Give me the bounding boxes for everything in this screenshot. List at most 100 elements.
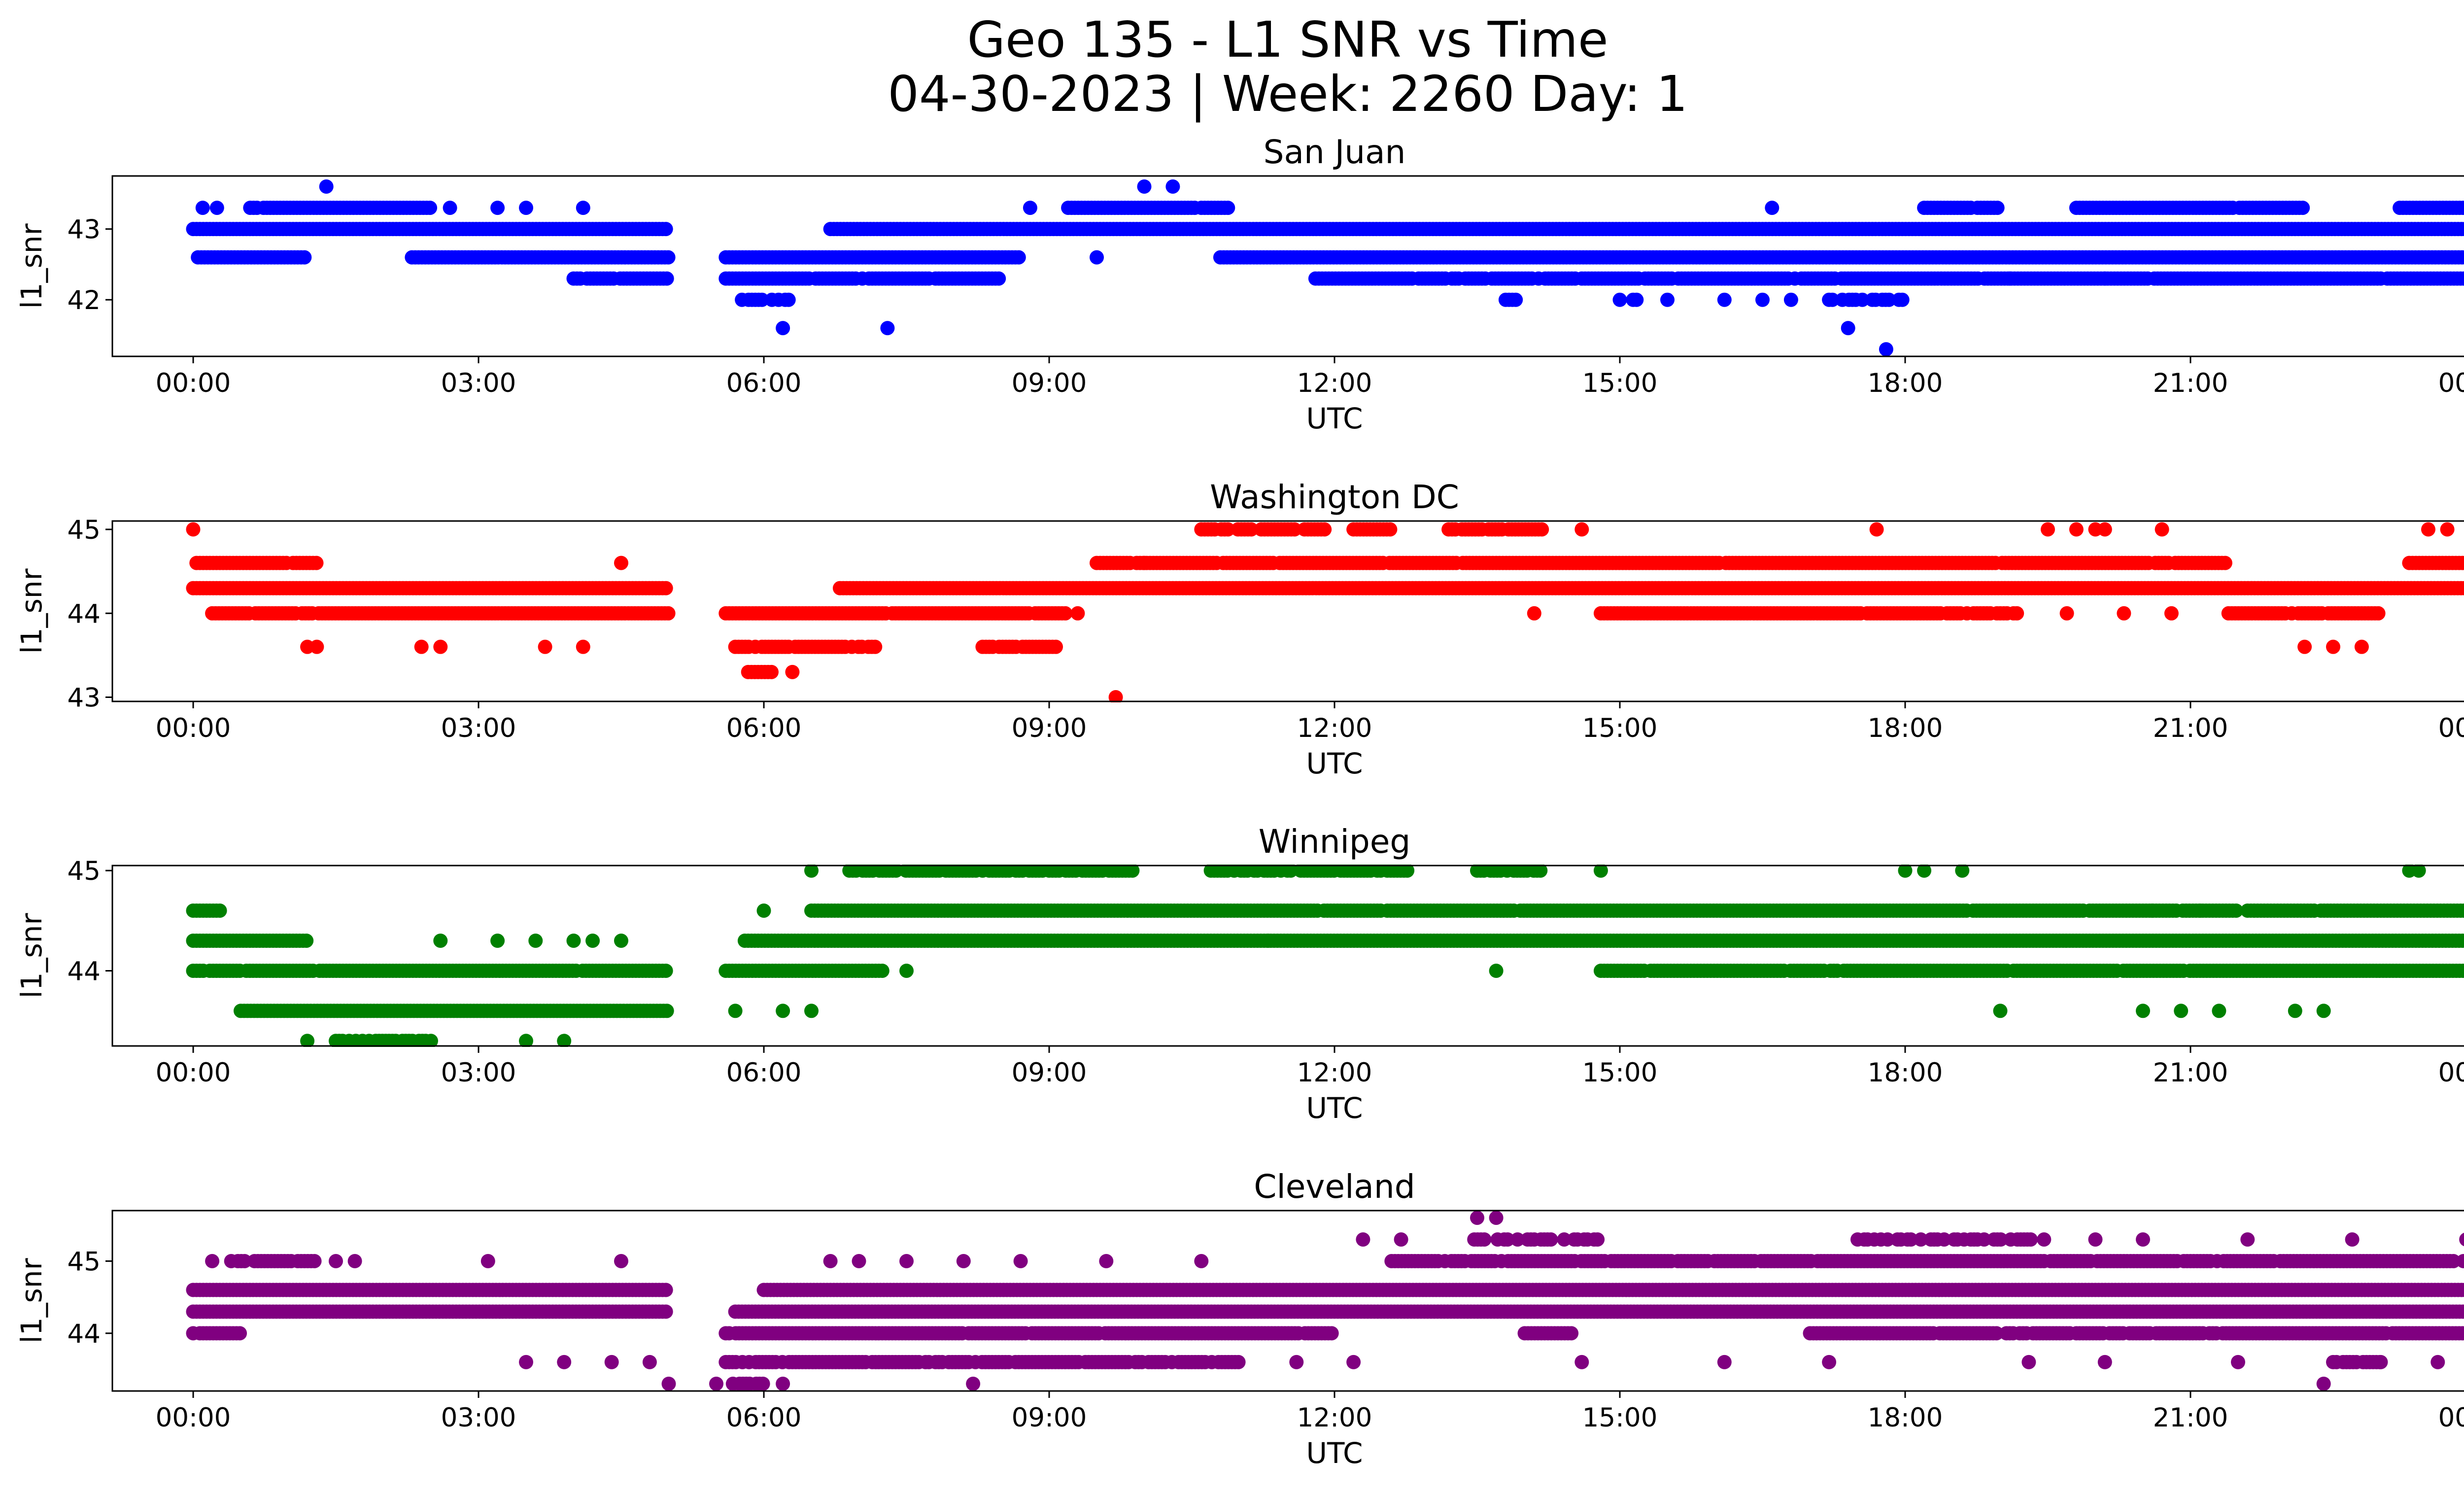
data-point (1855, 292, 1870, 307)
data-point (538, 639, 552, 654)
x-tick-label: 00:00 (156, 713, 231, 743)
chart-panel-1: 00:00 03:00 06:00 09:00 12:00 15:00 18:00 21:00… (15, 133, 2464, 435)
data-point (319, 179, 334, 194)
data-point (992, 271, 1006, 286)
x-tick-label: 03:00 (441, 368, 516, 398)
data-point (2462, 936, 2464, 946)
y-tick-label: 43 (68, 215, 101, 245)
data-point (1383, 522, 1398, 537)
data-point (1244, 522, 1259, 537)
data-point (2326, 639, 2340, 654)
data-point (2440, 522, 2455, 537)
x-tick-label: 03:00 (441, 713, 516, 743)
data-point (2097, 271, 2112, 286)
data-point (212, 904, 227, 918)
data-point (1533, 865, 1548, 878)
y-axis-label: l1_snr (15, 223, 48, 309)
data-point (2461, 223, 2464, 235)
data-point (309, 556, 324, 570)
figure-title-line-1: Geo 135 - L1 SNR vs Time (967, 11, 1608, 69)
data-point (785, 664, 800, 679)
data-point (1508, 292, 1523, 307)
data-point (2117, 606, 2131, 621)
data-point (1841, 321, 1855, 336)
data-point (2460, 272, 2464, 285)
data-point (2460, 904, 2464, 917)
data-point (661, 606, 676, 621)
data-point (1825, 292, 1840, 307)
data-point (2297, 639, 2312, 654)
data-point (1869, 522, 1884, 537)
data-point (661, 250, 676, 265)
chart-panel-3: 00:00 03:00 06:00 09:00 12:00 15:00 18:00 21:00… (15, 823, 2464, 1125)
data-point (1090, 250, 1104, 265)
data-point (1527, 606, 1541, 621)
data-point (309, 639, 324, 654)
y-tick-label: 42 (68, 285, 101, 315)
data-point (1612, 292, 1627, 307)
x-tick-label: 00:00 (2438, 368, 2464, 398)
data-point (1990, 201, 2005, 215)
x-tick-label: 12:00 (1297, 713, 1372, 743)
data-point (195, 201, 210, 215)
x-tick-label: 09:00 (1012, 368, 1087, 398)
data-point (209, 201, 224, 215)
data-point (1125, 865, 1140, 878)
data-point (2459, 934, 2464, 948)
data-point (658, 581, 673, 595)
data-point (490, 201, 505, 215)
data-point (1023, 201, 1037, 215)
x-tick-label: 18:00 (1868, 713, 1943, 743)
chart-panel-2: 00:00 03:00 06:00 09:00 12:00 15:00 18:00 21:00… (15, 478, 2464, 780)
data-point (1629, 292, 1644, 307)
data-point (2462, 252, 2464, 263)
data-point (1895, 292, 1910, 307)
data-point (186, 522, 201, 537)
data-point (2002, 271, 2017, 286)
data-point (2295, 201, 2310, 215)
data-point (1070, 606, 1085, 621)
data-point (1011, 250, 1026, 265)
x-tick-label: 06:00 (726, 368, 802, 398)
y-tick-label: 45 (68, 515, 101, 545)
panel-title: Washington DC (1210, 478, 1459, 516)
data-points (186, 865, 2464, 1047)
data-point (1765, 201, 1780, 215)
data-point (576, 639, 590, 654)
data-point (781, 292, 796, 307)
data-point (2218, 556, 2232, 570)
x-tick-label: 09:00 (1012, 713, 1087, 743)
figure-title-line-2: 04-30-2023 | Week: 2260 Day: 1 (888, 65, 1688, 123)
data-point (1400, 865, 1415, 878)
data-point (1882, 292, 1896, 307)
data-point (2041, 522, 2055, 537)
data-point (2421, 522, 2435, 537)
x-tick-label: 00:00 (156, 368, 231, 398)
data-point (1165, 179, 1180, 194)
y-tick-label: 43 (68, 683, 101, 713)
data-point (433, 639, 448, 654)
data-point (1879, 342, 1893, 357)
data-point (1535, 522, 1549, 537)
data-points (186, 522, 2464, 702)
x-tick-label: 00:00 (2438, 713, 2464, 743)
data-point (414, 639, 429, 654)
data-point (659, 271, 674, 286)
y-tick-label: 44 (68, 599, 101, 629)
x-tick-label: 15:00 (1582, 368, 1658, 398)
data-point (875, 964, 890, 978)
x-tick-label: 21:00 (2153, 713, 2228, 743)
data-point (2371, 606, 2386, 621)
data-point (1574, 522, 1589, 537)
data-point (423, 201, 438, 215)
data-point (2462, 203, 2464, 212)
data-point (868, 639, 883, 654)
data-point (1221, 201, 1235, 215)
data-point (576, 201, 590, 215)
data-point (2461, 582, 2464, 594)
data-point (1137, 179, 1152, 194)
data-point (1783, 292, 1798, 307)
x-tick-label: 12:00 (1297, 368, 1372, 398)
data-point (754, 292, 769, 307)
